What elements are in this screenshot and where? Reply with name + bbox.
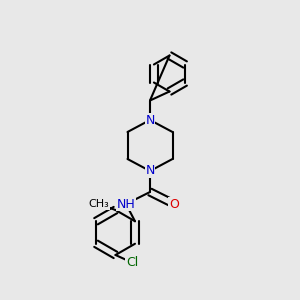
Text: Cl: Cl (126, 256, 138, 269)
Text: N: N (145, 164, 155, 178)
Text: NH: NH (117, 197, 135, 211)
Text: N: N (145, 113, 155, 127)
Text: O: O (169, 197, 179, 211)
Text: CH₃: CH₃ (88, 199, 110, 209)
